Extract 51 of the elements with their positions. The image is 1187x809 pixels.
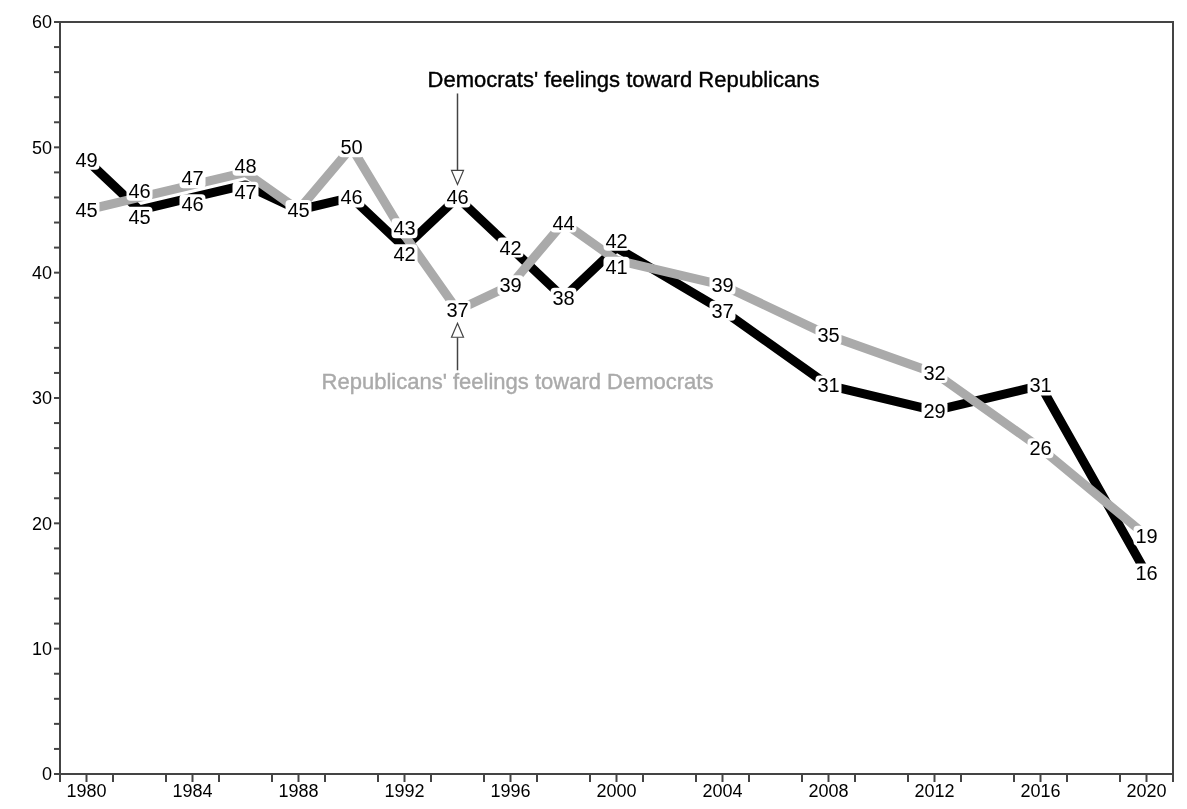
data-label: 37 xyxy=(446,299,469,322)
data-label: 29 xyxy=(923,399,946,422)
data-label: 38 xyxy=(552,286,575,309)
x-tick-label: 1996 xyxy=(490,780,531,801)
data-label: 41 xyxy=(605,255,628,278)
data-label: 42 xyxy=(605,229,628,252)
x-tick-label: 2008 xyxy=(808,780,849,801)
data-label: 47 xyxy=(181,167,204,190)
x-tick-label: 2012 xyxy=(914,780,955,801)
data-label: 46 xyxy=(181,193,204,216)
data-label: 16 xyxy=(1135,562,1158,585)
data-label: 43 xyxy=(393,217,416,240)
data-label: 45 xyxy=(287,199,310,221)
x-tick-label: 2020 xyxy=(1126,780,1167,801)
y-tick-label: 30 xyxy=(31,388,52,409)
data-label: 39 xyxy=(499,274,522,297)
y-tick-label: 40 xyxy=(31,263,52,284)
x-tick-label: 1988 xyxy=(278,780,319,801)
data-label: 47 xyxy=(234,180,257,203)
data-label: 19 xyxy=(1135,524,1158,547)
data-label: 45 xyxy=(128,205,151,228)
data-label: 44 xyxy=(552,211,575,234)
y-tick-label: 60 xyxy=(31,12,52,33)
x-tick-label: 1984 xyxy=(172,780,213,801)
y-tick-label: 20 xyxy=(31,513,52,534)
data-label: 39 xyxy=(711,273,734,296)
data-label: 48 xyxy=(234,154,257,177)
data-label: 50 xyxy=(340,136,363,159)
data-label: 37 xyxy=(711,299,734,322)
y-tick-label: 10 xyxy=(31,639,52,660)
x-tick-label: 2004 xyxy=(702,780,743,801)
data-label: 46 xyxy=(128,179,151,202)
data-label: 42 xyxy=(393,243,416,266)
data-label: 46 xyxy=(446,186,469,209)
x-tick-label: 2000 xyxy=(596,780,637,801)
data-label: 42 xyxy=(499,236,522,259)
x-tick-label: 1992 xyxy=(384,780,425,801)
text: Democrats' feelings toward Republicans xyxy=(427,67,820,93)
data-label: 49 xyxy=(75,148,98,171)
data-label: 35 xyxy=(817,324,840,347)
data-label: 31 xyxy=(1029,374,1052,397)
x-tick-label: 1980 xyxy=(66,780,107,801)
y-tick-label: 0 xyxy=(41,764,52,785)
text: Republicans' feelings toward Democrats xyxy=(321,369,714,395)
data-label: 31 xyxy=(817,374,840,397)
data-label: 46 xyxy=(340,186,363,209)
y-tick-label: 50 xyxy=(31,137,52,158)
data-label: 32 xyxy=(923,361,946,384)
data-label: 26 xyxy=(1029,437,1052,460)
x-tick-label: 2016 xyxy=(1020,780,1061,801)
data-label: 45 xyxy=(75,199,98,221)
